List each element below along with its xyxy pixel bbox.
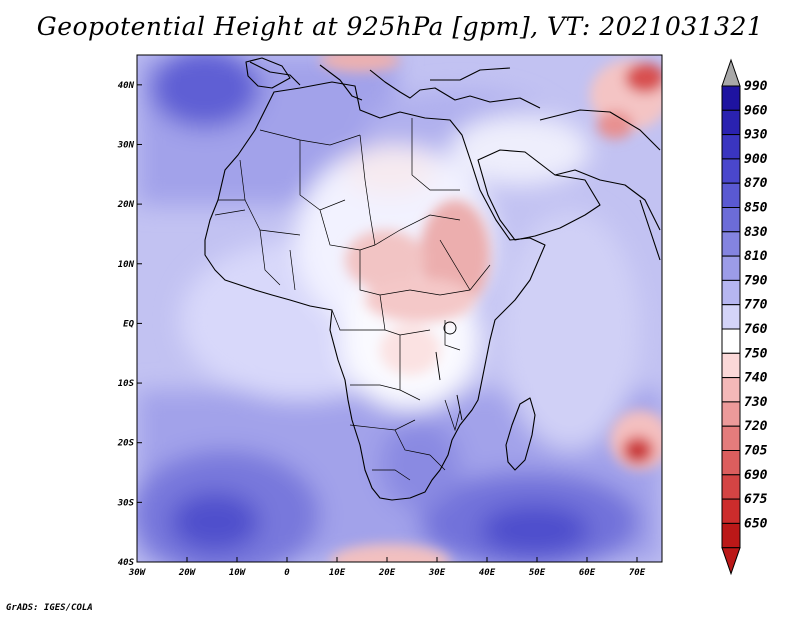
colorbar-label: 960 — [744, 103, 768, 118]
x-tick-label: 10E — [329, 568, 346, 578]
colorbar-legend: 990 960 930 900 870 850 830 810 790 770 760 750 740 7… — [721, 58, 768, 576]
grads-credit: GrADS: IGES/COLA — [6, 603, 93, 613]
colorbar-swatch — [721, 182, 741, 208]
colorbar-bottom-arrow — [721, 547, 741, 576]
lakes — [435, 321, 463, 421]
y-tick-label: 30S — [117, 498, 135, 508]
colorbar-swatch — [721, 85, 741, 111]
colorbar-swatch — [721, 279, 741, 306]
x-tick-label: 40E — [479, 568, 496, 578]
country-borders — [214, 118, 491, 481]
height-field — [137, 55, 662, 562]
colorbar-label: 930 — [744, 128, 768, 143]
colorbar-label: 705 — [744, 444, 768, 459]
colorbar-swatch — [721, 352, 741, 379]
x-tick-label: 50E — [529, 568, 546, 578]
y-tick-label: 40S — [118, 558, 135, 568]
y-tick-label: 10N — [118, 260, 135, 270]
x-axis: 30W 20W 10W 0 10E 20E 30E 40E 50E 60E 70E — [128, 557, 646, 578]
x-tick-label: 20W — [178, 568, 197, 578]
colorbar-swatch — [721, 328, 741, 354]
colorbar-label: 675 — [744, 492, 768, 507]
colorbar-top-arrow — [721, 58, 741, 87]
colorbar-swatch — [721, 304, 741, 330]
y-tick-label: 10S — [118, 379, 135, 389]
colorbar-swatch — [721, 522, 741, 549]
colorbar-label: 870 — [744, 176, 768, 191]
map-title: Geopotential Height at 925hPa [gpm], VT:… — [36, 12, 764, 41]
colorbar-swatch — [721, 134, 741, 160]
colorbar-swatch — [721, 425, 741, 452]
colorbar-label: 850 — [744, 201, 768, 216]
colorbar-swatch — [721, 109, 741, 136]
colorbar-label: 830 — [744, 225, 768, 240]
colorbar-label: 900 — [744, 152, 768, 167]
colorbar-label: 750 — [744, 346, 768, 361]
x-tick-label: 30W — [128, 568, 147, 578]
colorbar-swatch — [721, 207, 741, 233]
colorbar-label: 790 — [744, 273, 768, 288]
x-tick-label: 60E — [579, 568, 596, 578]
colorbar-label: 650 — [744, 516, 768, 531]
coastlines — [204, 57, 661, 501]
colorbar-label: 990 — [744, 79, 768, 94]
x-tick-label: 0 — [284, 568, 290, 578]
colorbar-swatch — [721, 158, 741, 184]
colorbar-swatch — [721, 377, 741, 403]
y-tick-label: 30N — [117, 140, 135, 150]
colorbar-label: 690 — [744, 468, 768, 483]
plot-frame — [136, 54, 663, 563]
x-tick-label: 10W — [229, 568, 247, 578]
colorbar-swatch — [721, 231, 741, 257]
y-axis: 40N 30N 20N 10N EQ 10S 20S 30S 40S — [117, 81, 142, 568]
colorbar-swatch — [721, 401, 741, 427]
colorbar-label: 740 — [744, 371, 768, 386]
y-tick-label: 40N — [118, 81, 135, 91]
y-tick-label: EQ — [123, 319, 134, 329]
x-tick-label: 30E — [428, 568, 446, 578]
x-tick-label: 20E — [378, 568, 396, 578]
y-tick-label: 20N — [117, 200, 135, 210]
colorbar-swatch — [721, 450, 741, 476]
colorbar-label: 760 — [744, 322, 768, 337]
colorbar-label: 730 — [744, 395, 768, 410]
colorbar-swatch — [721, 255, 741, 281]
colorbar-label: 720 — [744, 419, 768, 434]
colorbar-label: 810 — [744, 249, 768, 264]
colorbar-label: 770 — [744, 298, 768, 313]
colorbar-swatch — [721, 498, 741, 524]
x-tick-label: 70E — [629, 568, 646, 578]
colorbar-swatch — [721, 474, 741, 500]
y-tick-label: 20S — [117, 439, 135, 449]
